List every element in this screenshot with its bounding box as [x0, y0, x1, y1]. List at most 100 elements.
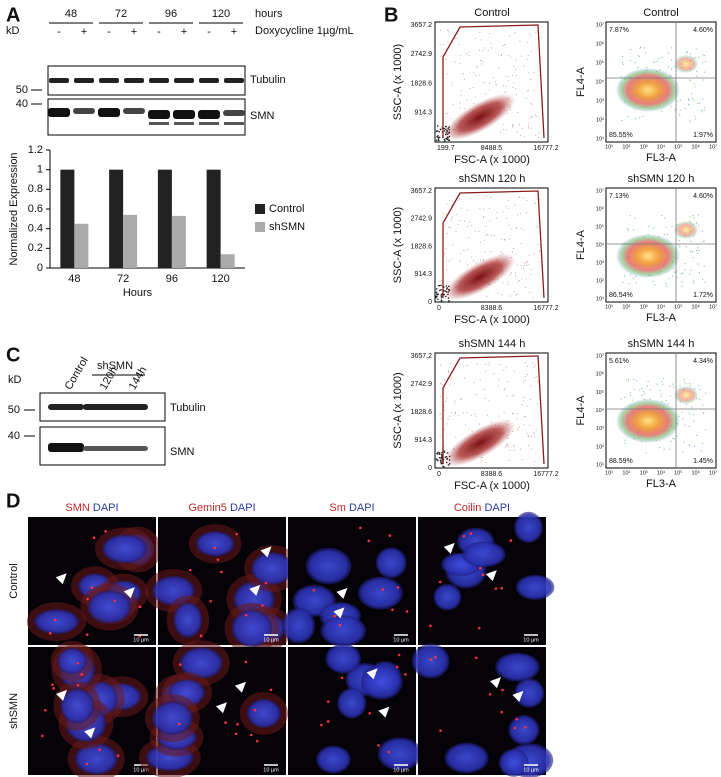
- event-dot: [702, 79, 704, 81]
- event-dot: [451, 84, 453, 86]
- event-dot: [531, 51, 533, 53]
- event-dot: [703, 240, 705, 242]
- event-dot: [501, 428, 503, 430]
- event-dot: [452, 244, 454, 246]
- blot-band: [148, 110, 170, 119]
- event-dot: [451, 216, 453, 218]
- event-dot: [528, 89, 530, 91]
- event-dot: [513, 444, 515, 446]
- event-dot: [659, 389, 661, 391]
- event-dot: [435, 291, 438, 293]
- foci: [85, 633, 89, 636]
- event-dot: [690, 240, 692, 242]
- event-dot: [505, 129, 507, 131]
- event-dot: [531, 115, 533, 117]
- panel-label: B: [384, 4, 398, 26]
- event-dot: [488, 207, 490, 209]
- event-dot: [497, 292, 499, 294]
- event-dot: [688, 413, 690, 415]
- event-dot: [641, 394, 643, 396]
- event-dot: [448, 459, 451, 461]
- event-dot: [634, 62, 636, 64]
- event-dot: [479, 49, 481, 51]
- foci: [396, 586, 400, 589]
- event-dot: [527, 365, 529, 367]
- event-dot: [634, 217, 636, 219]
- foci: [177, 722, 181, 726]
- event-dot: [486, 414, 488, 416]
- event-dot: [452, 200, 454, 202]
- event-dot: [443, 379, 445, 381]
- event-dot: [701, 443, 704, 445]
- counter-label: DAPI: [230, 502, 256, 514]
- foci: [439, 729, 442, 732]
- event-dot: [697, 102, 699, 105]
- event-dot: [524, 415, 526, 417]
- event-dot: [451, 218, 453, 220]
- event-dot: [526, 406, 528, 408]
- kd-label: kD: [8, 374, 22, 386]
- x-tick-label: 10³: [640, 304, 648, 310]
- event-dot: [694, 115, 696, 117]
- event-dot: [506, 97, 508, 99]
- arrowhead: [260, 546, 272, 558]
- lane-label: Control: [63, 355, 91, 392]
- event-dot: [509, 106, 511, 108]
- foci: [236, 722, 239, 726]
- density: [674, 386, 698, 404]
- event-dot: [474, 434, 476, 436]
- event-dot: [448, 260, 450, 262]
- event-dot: [460, 252, 462, 254]
- foci: [388, 534, 392, 537]
- event-dot: [524, 262, 526, 264]
- foci: [138, 605, 142, 609]
- plot-title: Control: [474, 7, 509, 19]
- foci: [104, 530, 107, 533]
- event-dot: [515, 294, 517, 296]
- event-dot: [450, 219, 452, 221]
- event-dot: [472, 86, 474, 88]
- event-dot: [498, 67, 500, 69]
- y-tick-label: 10³: [596, 426, 604, 432]
- event-dot: [507, 80, 509, 82]
- event-dot: [467, 248, 469, 250]
- event-dot: [437, 284, 440, 287]
- event-dot: [474, 230, 476, 232]
- event-dot: [696, 434, 698, 437]
- event-dot: [443, 44, 445, 46]
- event-dot: [630, 48, 632, 51]
- foci: [500, 586, 503, 590]
- event-dot: [503, 369, 505, 371]
- event-dot: [691, 251, 693, 253]
- event-dot: [509, 235, 511, 237]
- nucleus: [360, 664, 403, 700]
- marker-label: 50: [8, 404, 20, 416]
- y-axis-label: FL4-A: [575, 229, 587, 260]
- quadrant-value: 86.54%: [609, 292, 633, 299]
- event-dot: [673, 386, 675, 388]
- event-dot: [516, 227, 518, 229]
- foci: [76, 683, 80, 687]
- event-dot: [483, 121, 485, 123]
- event-dot: [449, 384, 451, 386]
- event-dot: [471, 225, 473, 227]
- event-dot: [520, 134, 522, 136]
- event-dot: [480, 457, 482, 459]
- event-dot: [468, 54, 470, 56]
- event-dot: [498, 415, 500, 417]
- event-dot: [440, 293, 443, 296]
- event-dot: [683, 378, 685, 381]
- nucleus: [320, 615, 367, 647]
- event-dot: [679, 246, 681, 248]
- event-dot: [463, 250, 465, 252]
- y-axis-label: FL4-A: [575, 395, 587, 426]
- event-dot: [632, 277, 634, 280]
- event-dot: [534, 364, 536, 366]
- y-tick-label: 1828.6: [411, 243, 433, 250]
- event-dot: [479, 31, 481, 33]
- foci: [469, 532, 473, 535]
- y-tick-label: 1828.6: [411, 80, 433, 87]
- event-dot: [697, 263, 699, 265]
- foci: [404, 673, 407, 676]
- foci: [320, 723, 323, 727]
